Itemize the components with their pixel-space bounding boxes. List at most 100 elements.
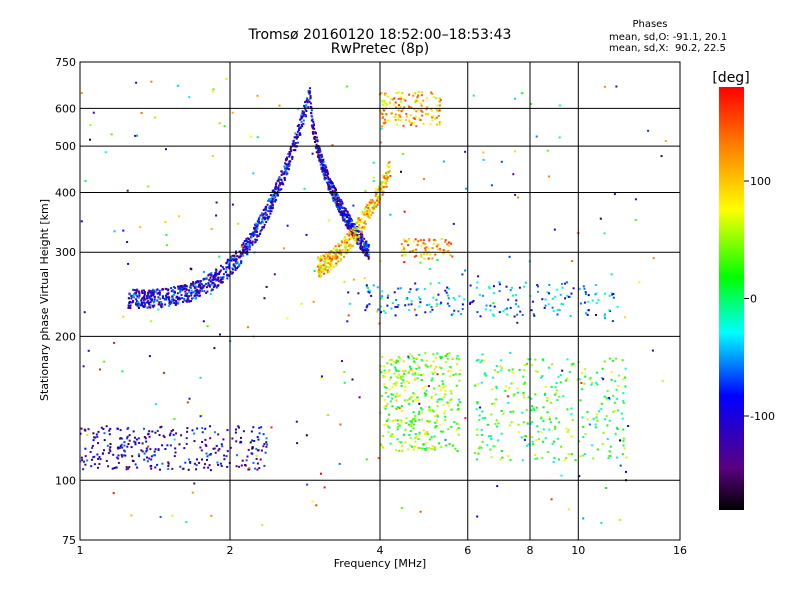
data-point xyxy=(276,179,279,182)
data-point xyxy=(196,458,198,461)
data-point xyxy=(315,504,318,507)
data-point xyxy=(172,299,175,302)
data-point xyxy=(319,260,322,262)
data-point xyxy=(262,209,265,211)
data-point xyxy=(157,308,160,311)
data-point xyxy=(186,292,188,295)
data-point xyxy=(277,179,280,182)
data-point xyxy=(399,115,402,118)
data-point xyxy=(512,394,515,397)
data-point xyxy=(338,196,340,199)
data-point xyxy=(255,238,258,241)
data-point xyxy=(109,427,112,430)
data-point xyxy=(156,463,159,466)
data-point xyxy=(315,151,318,154)
data-point xyxy=(236,255,239,258)
data-point xyxy=(581,372,584,375)
data-point xyxy=(174,304,177,306)
data-point xyxy=(542,440,545,443)
data-point xyxy=(610,273,613,276)
data-point xyxy=(189,461,192,463)
data-point xyxy=(383,383,386,386)
data-point xyxy=(127,467,130,470)
data-point xyxy=(595,302,598,305)
stats-line-x: mean, sd,X: 90.2, 22.5 xyxy=(609,43,726,54)
data-point xyxy=(361,240,364,243)
data-point xyxy=(170,287,173,290)
data-point xyxy=(274,187,277,190)
data-point xyxy=(267,210,270,213)
data-point xyxy=(339,260,342,263)
data-point xyxy=(128,305,131,308)
data-point xyxy=(343,371,346,373)
data-point xyxy=(400,170,402,173)
data-point xyxy=(450,425,453,428)
data-point xyxy=(436,405,439,408)
data-point xyxy=(434,426,437,429)
data-point xyxy=(381,445,384,448)
data-point xyxy=(381,174,384,177)
data-point xyxy=(433,242,435,245)
data-point xyxy=(164,221,167,223)
data-point xyxy=(320,472,322,475)
x-tick-label: 10 xyxy=(571,544,585,557)
data-point xyxy=(548,283,551,286)
data-point xyxy=(435,97,438,100)
data-point xyxy=(98,463,101,465)
data-point xyxy=(403,433,406,436)
data-point xyxy=(293,143,296,146)
data-point xyxy=(254,238,257,241)
data-point xyxy=(148,430,151,433)
data-point xyxy=(414,308,416,311)
data-point xyxy=(554,425,557,428)
data-point xyxy=(450,366,453,369)
data-point xyxy=(480,381,483,384)
data-point xyxy=(337,255,340,258)
data-point xyxy=(557,437,559,440)
data-point xyxy=(592,457,595,460)
data-point xyxy=(361,249,364,252)
data-point xyxy=(414,371,417,374)
data-point xyxy=(137,301,140,304)
data-point xyxy=(399,375,402,378)
data-point xyxy=(242,430,245,433)
data-point xyxy=(325,262,328,265)
data-point xyxy=(140,111,143,114)
data-point xyxy=(166,444,169,447)
data-point xyxy=(404,304,407,307)
data-point xyxy=(389,376,392,379)
data-point xyxy=(382,180,385,183)
data-point xyxy=(110,133,113,136)
data-point xyxy=(543,306,546,309)
data-point xyxy=(546,291,549,294)
data-point xyxy=(235,440,238,443)
data-point xyxy=(384,407,387,410)
x-tick-label: 16 xyxy=(673,544,687,557)
data-point xyxy=(180,285,183,288)
data-point xyxy=(395,359,398,362)
data-point xyxy=(211,155,214,157)
data-point xyxy=(350,224,353,227)
data-point xyxy=(177,296,180,299)
data-point xyxy=(328,255,331,258)
data-point xyxy=(585,312,588,315)
data-point xyxy=(296,130,299,133)
data-point xyxy=(536,284,539,286)
data-point xyxy=(331,250,334,253)
data-point xyxy=(99,458,102,461)
data-point xyxy=(367,256,370,258)
data-point xyxy=(200,449,203,452)
data-point xyxy=(206,458,208,461)
data-point xyxy=(196,291,199,294)
data-point xyxy=(449,399,452,402)
data-point xyxy=(383,118,386,121)
data-point xyxy=(409,436,412,439)
data-point xyxy=(329,186,332,189)
data-point xyxy=(603,85,606,88)
data-point xyxy=(418,402,421,405)
data-point xyxy=(205,276,208,279)
chart-title: Tromsø 20160120 18:52:00–18:53:43 xyxy=(248,27,512,43)
data-point xyxy=(384,180,387,183)
data-point xyxy=(522,394,525,397)
